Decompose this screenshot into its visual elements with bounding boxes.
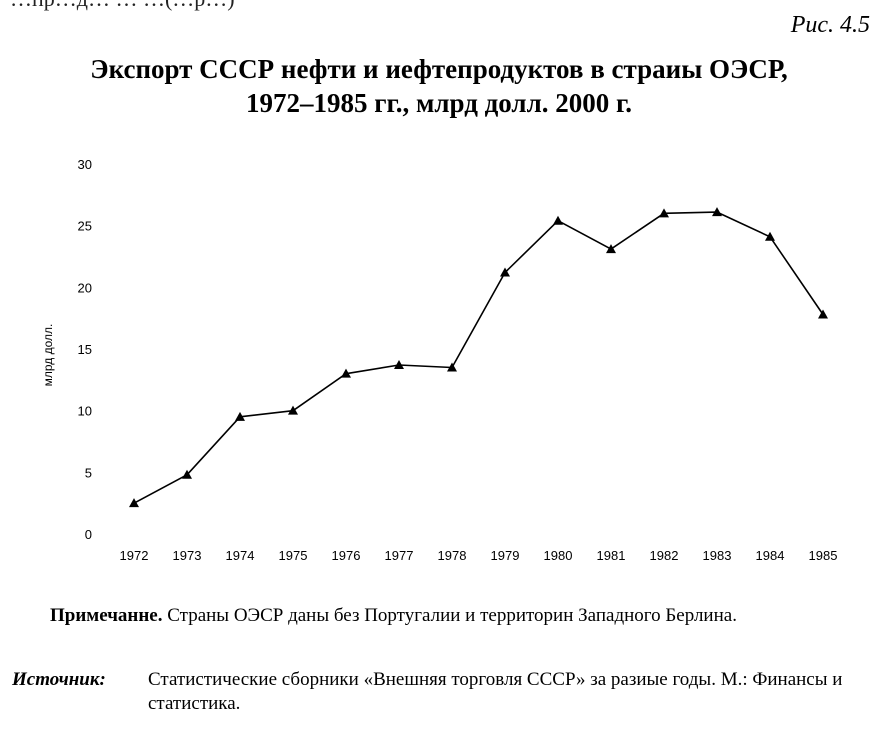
- note-text: Страны ОЭСР даны без Португалии и террит…: [162, 605, 737, 626]
- y-axis-title-group: млрд долл.: [41, 324, 55, 387]
- data-point-marker: [235, 411, 245, 421]
- series-line: [133, 211, 824, 504]
- chart-title-line-1: Экспорт СССР нефти и иефтепродуктов в ст…: [90, 54, 788, 84]
- y-tick-label: 0: [85, 527, 92, 542]
- x-tick-label: 1984: [756, 548, 785, 563]
- x-tick-labels: 1972 1973 1974 1975 1976 1977 1978 1979 1980 1981…: [120, 548, 838, 563]
- y-tick-label: 15: [78, 342, 92, 357]
- data-point-marker: [394, 360, 404, 370]
- data-point-marker: [182, 469, 192, 479]
- series-polyline: [133, 211, 824, 504]
- y-tick-label: 25: [78, 219, 92, 234]
- previous-text-fragment: …пр…д… … …(…р…): [10, 0, 235, 12]
- x-tick-label: 1983: [703, 548, 732, 563]
- source-text: Статистические сборники «Внешняя торговл…: [148, 669, 843, 714]
- y-tick-label: 5: [85, 465, 92, 480]
- y-tick-labels: 0 5 10 15 20 25 30: [78, 157, 92, 542]
- x-tick-label: 1972: [120, 548, 149, 563]
- data-point-marker: [129, 498, 139, 508]
- chart-source: Источник: Статистические сборники «Внешн…: [12, 668, 872, 716]
- source-label: Источник:: [12, 669, 106, 690]
- x-tick-label: 1974: [226, 548, 255, 563]
- y-tick-label: 10: [78, 404, 92, 419]
- line-chart: млрд долл. 0 5 10 15 20 25 30 1972 1973 1974 1975…: [41, 157, 838, 563]
- x-tick-label: 1973: [173, 548, 202, 563]
- data-point-marker: [659, 208, 669, 218]
- data-point-marker: [341, 368, 351, 378]
- x-tick-label: 1975: [279, 548, 308, 563]
- y-axis-title: млрд долл.: [41, 324, 55, 387]
- data-point-marker: [447, 362, 457, 372]
- x-tick-label: 1977: [385, 548, 414, 563]
- data-point-marker: [606, 244, 616, 254]
- x-tick-label: 1982: [650, 548, 679, 563]
- y-tick-label: 20: [78, 280, 92, 295]
- chart-title: Экспорт СССР нефти и иефтепродуктов в ст…: [0, 52, 878, 120]
- x-tick-label: 1980: [544, 548, 573, 563]
- x-tick-label: 1978: [438, 548, 467, 563]
- data-point-marker: [818, 309, 828, 319]
- figure-number: Рис. 4.5: [790, 12, 870, 38]
- note-label: Примечанне.: [50, 605, 163, 626]
- data-point-marker: [712, 207, 722, 217]
- chart-title-line-2: 1972–1985 гг., млрд долл. 2000 г.: [246, 88, 632, 118]
- data-point-marker: [500, 267, 510, 277]
- x-tick-label: 1976: [332, 548, 361, 563]
- data-point-marker: [553, 215, 563, 225]
- x-tick-label: 1979: [491, 548, 520, 563]
- series-markers: [129, 207, 828, 508]
- chart-note: Примечанне. Страны ОЭСР даны без Португа…: [12, 604, 872, 628]
- y-tick-label: 30: [78, 157, 92, 172]
- x-tick-label: 1985: [809, 548, 838, 563]
- data-point-marker: [288, 405, 298, 415]
- x-tick-label: 1981: [597, 548, 626, 563]
- data-point-marker: [765, 231, 775, 241]
